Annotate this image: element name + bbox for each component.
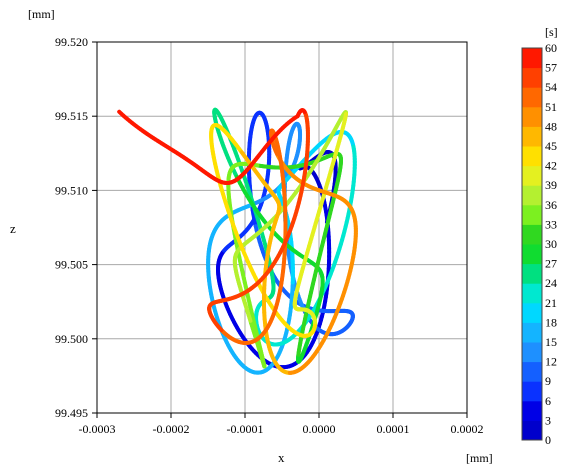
colorbar-band xyxy=(522,106,542,127)
grid xyxy=(97,42,467,413)
colorbar-tick-label: 42 xyxy=(545,159,557,173)
colorbar-tick-label: 0 xyxy=(545,433,551,447)
y-tick-label: 99.500 xyxy=(55,332,88,346)
colorbar-band xyxy=(522,342,542,363)
trajectory xyxy=(117,107,358,375)
colorbar-tick-label: 39 xyxy=(545,178,557,192)
x-tick-label: -0.0003 xyxy=(79,422,116,436)
x-axis-label: x xyxy=(278,450,285,465)
colorbar-tick-label: 45 xyxy=(545,139,557,153)
plot-frame xyxy=(96,41,468,414)
colorbar-tick-label: 27 xyxy=(545,257,557,271)
x-tick-label: 0.0001 xyxy=(377,422,410,436)
x-tick-label: -0.0001 xyxy=(227,422,264,436)
colorbar-band xyxy=(522,400,542,421)
x-tick-label: 0.0000 xyxy=(303,422,336,436)
colorbar-tick-label: 15 xyxy=(545,335,557,349)
colorbar-band xyxy=(522,165,542,186)
y-tick-label: 99.495 xyxy=(55,406,88,420)
y-tick-label: 99.510 xyxy=(55,183,88,197)
colorbar-tick-label: 9 xyxy=(545,374,551,388)
y-tick-label: 99.515 xyxy=(55,109,88,123)
colorbar-tick-label: 60 xyxy=(545,41,557,55)
colorbar-tick-label: 33 xyxy=(545,217,557,231)
x-tick-label: -0.0002 xyxy=(153,422,190,436)
colorbar-band xyxy=(522,302,542,323)
y-tick-label: 99.505 xyxy=(55,258,88,272)
colorbar-band xyxy=(522,381,542,402)
colorbar-tick-label: 24 xyxy=(545,276,557,290)
colorbar-tick-label: 48 xyxy=(545,119,557,133)
colorbar-tick-label: 51 xyxy=(545,100,557,114)
colorbar-band xyxy=(522,185,542,206)
colorbar-tick-label: 54 xyxy=(545,80,557,94)
colorbar-tick-label: 36 xyxy=(545,198,557,212)
colorbar-band xyxy=(522,146,542,167)
colorbar-band xyxy=(522,204,542,225)
colorbar-band xyxy=(522,322,542,343)
colorbar-band xyxy=(522,48,542,69)
y-tick-label: 99.520 xyxy=(55,35,88,49)
colorbar-band xyxy=(522,67,542,88)
y-unit-label: [mm] xyxy=(28,7,55,21)
colorbar-tick-label: 21 xyxy=(545,296,557,310)
colorbar-tick-label: 18 xyxy=(545,315,557,329)
x-unit-label: [mm] xyxy=(466,451,493,465)
colorbar-tick-label: 6 xyxy=(545,394,551,408)
colorbar-band xyxy=(522,361,542,382)
trajectory-segment xyxy=(117,109,124,116)
colorbar-tick-label: 3 xyxy=(545,413,551,427)
colorbar-band xyxy=(522,224,542,245)
colorbar-band xyxy=(522,283,542,304)
x-tick-label: 0.0002 xyxy=(451,422,484,436)
x-axis: -0.0003 -0.0002 -0.0001 0.0000 0.0001 0.0002 xyxy=(79,413,484,436)
colorbar-tick-label: 12 xyxy=(545,355,557,369)
y-axis: 99.495 99.500 99.505 99.510 99.515 99.520 xyxy=(55,35,97,420)
colorbar-band xyxy=(522,263,542,284)
y-axis-label: z xyxy=(10,221,16,236)
colorbar-tick-label: 30 xyxy=(545,237,557,251)
colorbar-band xyxy=(522,420,542,441)
colorbar-unit-label: [s] xyxy=(545,25,558,39)
colorbar-frame xyxy=(521,47,543,441)
colorbar-band xyxy=(522,87,542,108)
colorbar-band xyxy=(522,126,542,147)
colorbar-tick-label: 57 xyxy=(545,61,557,75)
colorbar-band xyxy=(522,244,542,265)
